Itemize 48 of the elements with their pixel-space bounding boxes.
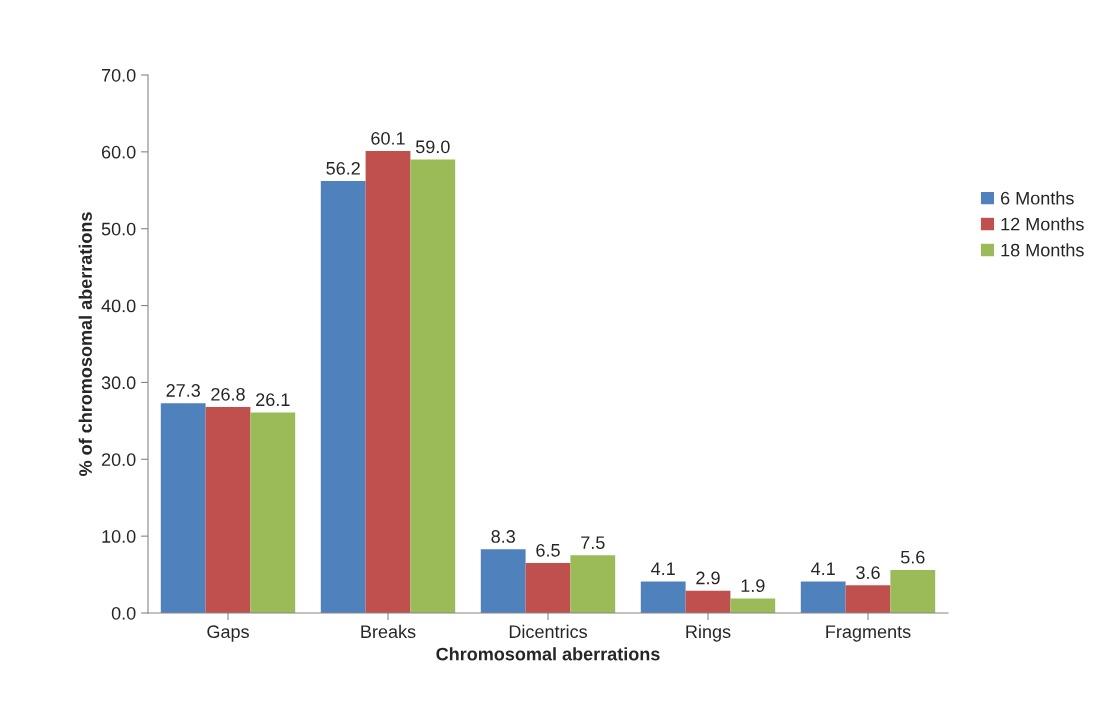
bar [685,590,731,613]
x-axis-title: Chromosomal aberrations [436,647,660,661]
legend-label: 12 Months [1001,217,1084,231]
data-label: 4.1 [651,562,675,575]
y-tick-label: 40.0 [101,299,136,313]
data-label: 59.0 [415,140,450,154]
y-tick-label: 30.0 [101,376,136,390]
data-label: 6.5 [536,543,560,557]
bar [640,581,686,613]
y-tick-label: 20.0 [101,453,136,467]
data-label: 3.6 [856,566,880,579]
bar [800,581,846,613]
data-label: 26.1 [256,393,290,407]
data-label: 56.2 [326,161,360,175]
legend-label: 18 Months [1001,243,1084,257]
bar [250,412,296,613]
bar [320,181,366,613]
bar [890,569,936,613]
data-label: 60.1 [371,131,405,145]
data-label: 27.3 [166,384,200,397]
x-tick-label: Fragments [826,625,911,642]
y-axis-title: % of chromosomal aberrations [78,212,92,476]
y-tick-label: 70.0 [101,68,136,82]
data-label: 7.5 [581,536,605,550]
y-tick-label: 50.0 [101,222,136,236]
x-tick-label: Breaks [361,624,416,639]
bar [730,598,776,613]
data-label: 8.3 [491,530,515,543]
bar [410,159,456,613]
data-label: 2.9 [696,571,720,585]
data-label: 1.9 [741,579,765,593]
legend-label: 6 Months [1001,191,1074,205]
y-tick-label: 60.0 [101,145,136,159]
bar [160,403,206,613]
data-label: 5.6 [900,550,925,564]
x-tick-label: Rings [686,624,731,642]
bar [570,555,616,613]
bar [365,151,411,613]
data-label: 26.8 [211,387,245,401]
bar [205,407,251,613]
bar [845,585,891,613]
y-tick-label: 0.0 [111,606,136,620]
x-tick-label: Gaps [207,625,249,642]
x-tick-label: Dicentrics [509,624,587,639]
data-label: 4.1 [811,562,835,575]
bar [525,563,571,613]
bar [480,549,526,613]
y-tick-label: 10.0 [102,530,136,543]
